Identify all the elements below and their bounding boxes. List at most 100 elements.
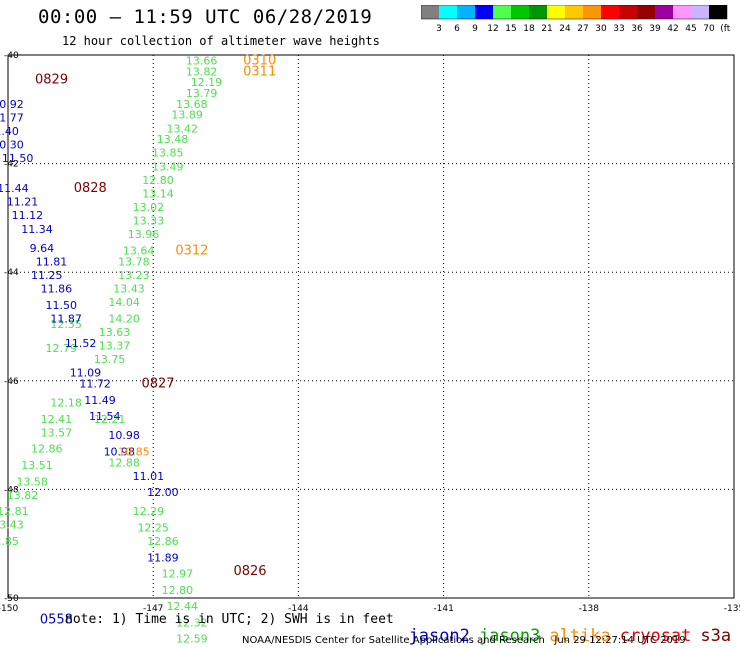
legend-altika: altika xyxy=(549,626,611,646)
wave-height-label: 13.63 xyxy=(99,326,131,339)
chart-subtitle: 12 hour collection of altimeter wave hei… xyxy=(62,34,380,48)
wave-height-label: 11.44 xyxy=(0,182,29,195)
x-tick-label: -147 xyxy=(143,604,163,614)
note-text: note: 1) Time is in UTC; 2) SWH is in fe… xyxy=(65,612,394,627)
wave-height-label: 12.59 xyxy=(176,633,208,646)
y-tick-label: -46 xyxy=(4,377,19,387)
x-tick-label: -144 xyxy=(288,604,309,614)
wave-height-label: 12.81 xyxy=(0,505,29,518)
scale-label: 18 xyxy=(523,24,535,34)
wave-height-label: 13.02 xyxy=(133,201,165,214)
wave-height-label: 12.35 xyxy=(50,318,82,331)
wave-height-label: 11.86 xyxy=(41,282,73,295)
x-tick-label: -135 xyxy=(724,604,740,614)
wave-height-label: 11.25 xyxy=(31,269,63,282)
x-tick-label: -141 xyxy=(433,604,453,614)
wave-height-label: 13.49 xyxy=(152,160,184,173)
wave-height-label: 11.52 xyxy=(65,337,97,350)
wave-height-label: 14.04 xyxy=(108,296,140,309)
wave-height-label: 12.80 xyxy=(142,174,174,187)
wave-height-label: 11.81 xyxy=(36,255,68,268)
legend-jason2: jason2 xyxy=(408,626,470,646)
scale-label: (ft) xyxy=(720,24,731,34)
x-tick-label: -150 xyxy=(0,604,18,614)
wave-height-label: 14.20 xyxy=(108,312,140,325)
wave-height-label: 13.82 xyxy=(7,489,39,502)
scale-swatch xyxy=(439,5,457,19)
scale-label: 6 xyxy=(454,24,460,34)
time-label: 0312 xyxy=(175,243,208,258)
time-label: 0828 xyxy=(74,181,107,196)
scale-swatch xyxy=(601,5,619,19)
wave-height-label: 13.58 xyxy=(16,475,48,488)
scale-label: 21 xyxy=(541,24,552,34)
scale-swatch xyxy=(565,5,583,19)
wave-height-label: 13.14 xyxy=(142,187,174,200)
scale-swatch xyxy=(637,5,655,19)
wave-height-label: 12.88 xyxy=(108,456,140,469)
scale-swatch xyxy=(475,5,493,19)
wave-height-label: 13.33 xyxy=(133,215,165,228)
chart-title: 00:00 – 11:59 UTC 06/28/2019 xyxy=(38,6,373,28)
wave-height-label: 13.64 xyxy=(123,244,155,257)
scale-label: 42 xyxy=(667,24,678,34)
wave-height-label: 11.21 xyxy=(7,196,39,209)
scale-label: 27 xyxy=(577,24,588,34)
scale-swatch xyxy=(619,5,637,19)
wave-height-label: 13.89 xyxy=(171,109,203,122)
scale-swatch xyxy=(709,5,727,19)
wave-height-label: 11.40 xyxy=(0,125,19,138)
scale-swatch xyxy=(655,5,673,19)
wave-height-label: 13.43 xyxy=(0,519,24,532)
wave-height-label: 12.85 xyxy=(0,535,19,548)
y-tick-label: -48 xyxy=(4,485,19,495)
wave-height-label: 12.79 xyxy=(45,342,77,355)
wave-height-label: 13.37 xyxy=(99,340,131,353)
scale-label: 15 xyxy=(505,24,516,34)
wave-height-label: 10.98 xyxy=(104,445,136,458)
wave-height-label: 12.25 xyxy=(137,521,169,534)
legend: jason2 jason3 altika cryosat s3a xyxy=(388,606,740,646)
wave-height-label: 11.72 xyxy=(79,378,111,391)
wave-height-label: 13.66 xyxy=(186,54,218,67)
wave-height-label: 13.23 xyxy=(118,269,150,282)
scale-swatch xyxy=(421,5,439,19)
wave-height-label: 12.19 xyxy=(191,76,223,89)
wave-height-label: 13.79 xyxy=(186,87,218,100)
wave-height-label: 11.34 xyxy=(21,223,53,236)
scale-label: 45 xyxy=(685,24,696,34)
wave-height-label: 10.98 xyxy=(108,429,140,442)
time-label: 0826 xyxy=(233,564,266,579)
wave-height-label: 13.48 xyxy=(157,133,189,146)
wave-height-label: 12.97 xyxy=(162,568,194,581)
scale-label: 33 xyxy=(613,24,624,34)
y-tick-label: -42 xyxy=(4,160,19,170)
wave-height-label: 13.68 xyxy=(176,98,208,111)
scale-label: 30 xyxy=(595,24,607,34)
wave-height-label: 11.87 xyxy=(50,312,82,325)
legend-s3a: s3a xyxy=(700,626,732,646)
wave-height-label: 10.92 xyxy=(0,98,24,111)
wave-height-label: 12.21 xyxy=(94,413,126,426)
scale-label: 12 xyxy=(487,24,498,34)
scale-label: 24 xyxy=(559,24,571,34)
wave-height-label: 12.18 xyxy=(50,397,82,410)
wave-height-label: 13.96 xyxy=(128,228,160,241)
wave-height-label: 11.09 xyxy=(70,367,102,380)
scale-swatch xyxy=(457,5,475,19)
wave-height-label: 11.49 xyxy=(84,394,116,407)
wave-height-label: 12.41 xyxy=(41,413,73,426)
scale-swatch xyxy=(691,5,709,19)
wave-height-label: 13.78 xyxy=(118,255,150,268)
scale-label: 3 xyxy=(436,24,442,34)
wave-height-label: 12.32 xyxy=(176,616,208,629)
wave-height-label: 13.82 xyxy=(186,65,218,78)
x-tick-label: -138 xyxy=(579,604,600,614)
scale-swatch xyxy=(493,5,511,19)
time-label: 0558 xyxy=(40,613,73,628)
scale-swatch xyxy=(583,5,601,19)
wave-height-label: 11.50 xyxy=(2,152,34,165)
wave-height-label: 13.42 xyxy=(166,122,198,135)
